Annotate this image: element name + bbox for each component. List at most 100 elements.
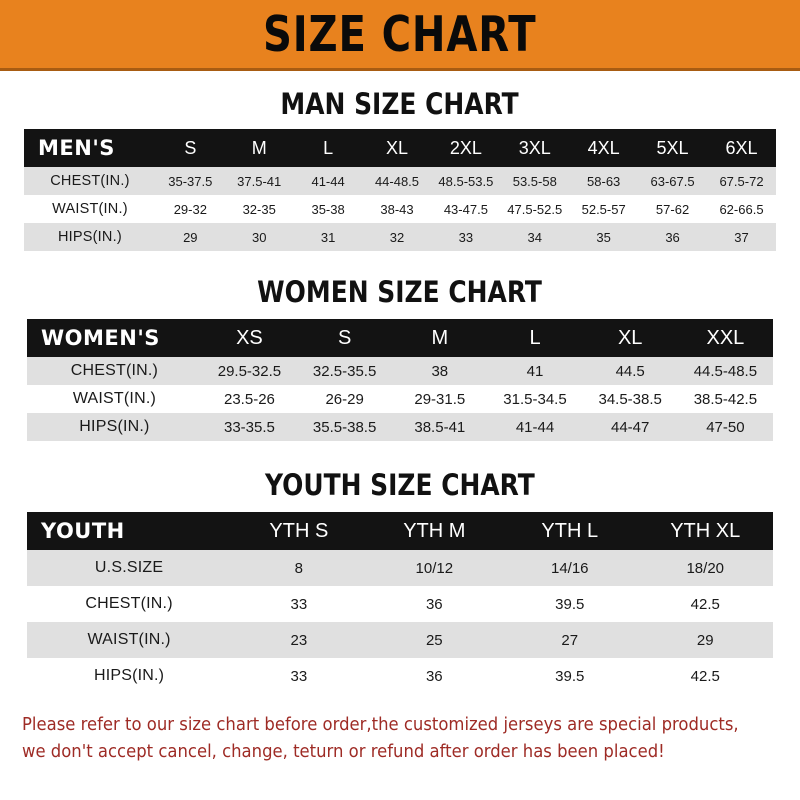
youth-row-label: HIPS(IN.): [27, 658, 232, 694]
women-cell: 29.5-32.5: [201, 357, 298, 385]
women-row-label: CHEST(IN.): [27, 357, 202, 385]
women-row-label: WAIST(IN.): [27, 385, 202, 413]
men-cell: 36: [638, 223, 707, 251]
men-cell: 67.5-72: [707, 167, 776, 195]
women-cell: 29-31.5: [392, 385, 488, 413]
youth-cell: 33: [231, 658, 367, 694]
table-row: CHEST(IN.) 35-37.5 37.5-41 41-44 44-48.5 48.5…: [24, 167, 776, 195]
men-cell: 34: [500, 223, 570, 251]
women-cell: 47-50: [677, 413, 773, 441]
men-size-table-wrapper: MEN'S S M L XL 2XL 3XL 4XL 5XL 6XL CHEST(IN.) 35-…: [24, 129, 776, 251]
order-policy-notice: Please refer to our size chart before or…: [0, 712, 800, 766]
women-cell: 33-35.5: [201, 413, 298, 441]
youth-cell: 14/16: [502, 550, 638, 586]
men-table-head: MEN'S S M L XL 2XL 3XL 4XL 5XL 6XL: [24, 129, 776, 167]
women-size-table-wrapper: WOMEN'S XS S M L XL XXL CHEST(IN.) 29.5-32.5 32…: [27, 319, 773, 441]
youth-cell: 10/12: [366, 550, 503, 586]
order-policy-line-1: Please refer to our size chart before or…: [22, 715, 739, 735]
table-row: CHEST(IN.) 29.5-32.5 32.5-35.5 38 41 44.5 44.5…: [27, 357, 773, 385]
youth-cell: 42.5: [637, 586, 773, 622]
youth-row-label: U.S.SIZE: [27, 550, 232, 586]
women-table-body: CHEST(IN.) 29.5-32.5 32.5-35.5 38 41 44.5 44.5…: [27, 357, 773, 441]
men-cell: 32-35: [224, 195, 294, 223]
youth-cell: 27: [502, 622, 638, 658]
youth-cell: 29: [637, 622, 773, 658]
women-corner-label: WOMEN'S: [27, 319, 202, 357]
women-size-header-xs: XS: [201, 319, 298, 357]
men-cell: 47.5-52.5: [500, 195, 570, 223]
men-cell: 43-47.5: [431, 195, 501, 223]
women-size-header-l: L: [487, 319, 583, 357]
men-cell: 35: [569, 223, 639, 251]
men-cell: 38-43: [362, 195, 432, 223]
men-header-row: MEN'S S M L XL 2XL 3XL 4XL 5XL 6XL: [24, 129, 776, 167]
men-cell: 35-38: [293, 195, 363, 223]
women-cell: 44.5-48.5: [677, 357, 773, 385]
women-cell: 31.5-34.5: [487, 385, 583, 413]
men-size-header-3xl: 3XL: [500, 129, 570, 167]
youth-size-table-wrapper: YOUTH YTH S YTH M YTH L YTH XL U.S.SIZE 8 10/…: [27, 512, 773, 694]
men-size-header-xl: XL: [362, 129, 432, 167]
youth-size-table: YOUTH YTH S YTH M YTH L YTH XL U.S.SIZE 8 10/…: [27, 512, 773, 694]
men-cell: 31: [293, 223, 363, 251]
table-row: WAIST(IN.) 23.5-26 26-29 29-31.5 31.5-34.5 34…: [27, 385, 773, 413]
men-row-label: WAIST(IN.): [24, 195, 156, 223]
women-section-heading-text: WOMEN SIZE CHART: [257, 275, 543, 309]
page-banner: SIZE CHART: [0, 0, 800, 71]
men-cell: 63-67.5: [638, 167, 707, 195]
page-title: SIZE CHART: [263, 5, 537, 63]
youth-cell: 39.5: [502, 586, 638, 622]
youth-table-body: U.S.SIZE 8 10/12 14/16 18/20 CHEST(IN.) 33 36 39…: [27, 550, 773, 694]
table-row: WAIST(IN.) 23 25 27 29: [27, 622, 773, 658]
youth-table-head: YOUTH YTH S YTH M YTH L YTH XL: [27, 512, 773, 550]
youth-cell: 33: [231, 586, 367, 622]
youth-cell: 36: [366, 586, 503, 622]
men-cell: 57-62: [638, 195, 707, 223]
men-cell: 62-66.5: [707, 195, 776, 223]
men-size-header-4xl: 4XL: [569, 129, 639, 167]
table-row: U.S.SIZE 8 10/12 14/16 18/20: [27, 550, 773, 586]
men-cell: 53.5-58: [500, 167, 570, 195]
women-cell: 41: [487, 357, 583, 385]
men-corner-label: MEN'S: [24, 129, 156, 167]
women-size-header-xxl: XXL: [677, 319, 773, 357]
men-size-header-l: L: [293, 129, 363, 167]
youth-size-header-yth-xl: YTH XL: [637, 512, 773, 550]
men-size-header-2xl: 2XL: [431, 129, 501, 167]
men-size-table: MEN'S S M L XL 2XL 3XL 4XL 5XL 6XL CHEST(IN.) 35-…: [24, 129, 776, 251]
youth-cell: 23: [231, 622, 367, 658]
women-cell: 38.5-41: [392, 413, 488, 441]
men-size-header-6xl: 6XL: [707, 129, 776, 167]
women-cell: 34.5-38.5: [582, 385, 678, 413]
men-cell: 37.5-41: [224, 167, 294, 195]
youth-section-heading-text: YOUTH SIZE CHART: [265, 468, 535, 502]
youth-row-label: CHEST(IN.): [27, 586, 232, 622]
order-policy-line-2: we don't accept cancel, change, teturn o…: [22, 742, 665, 763]
youth-cell: 39.5: [502, 658, 638, 694]
youth-cell: 36: [366, 658, 503, 694]
women-cell: 38: [392, 357, 488, 385]
men-section-heading-text: MAN SIZE CHART: [280, 87, 520, 121]
women-cell: 44.5: [582, 357, 678, 385]
men-size-header-m: M: [224, 129, 294, 167]
women-table-head: WOMEN'S XS S M L XL XXL: [27, 319, 773, 357]
men-cell: 37: [707, 223, 776, 251]
youth-cell: 25: [366, 622, 503, 658]
women-cell: 38.5-42.5: [677, 385, 773, 413]
women-size-header-m: M: [392, 319, 488, 357]
men-cell: 32: [362, 223, 432, 251]
women-size-header-xl: XL: [582, 319, 678, 357]
women-cell: 32.5-35.5: [297, 357, 393, 385]
youth-header-row: YOUTH YTH S YTH M YTH L YTH XL: [27, 512, 773, 550]
youth-section-heading: YOUTH SIZE CHART: [0, 471, 800, 500]
table-row: HIPS(IN.) 33-35.5 35.5-38.5 38.5-41 41-44 44-…: [27, 413, 773, 441]
youth-row-label: WAIST(IN.): [27, 622, 232, 658]
men-cell: 52.5-57: [569, 195, 639, 223]
women-cell: 35.5-38.5: [297, 413, 393, 441]
women-cell: 41-44: [487, 413, 583, 441]
women-header-row: WOMEN'S XS S M L XL XXL: [27, 319, 773, 357]
table-row: CHEST(IN.) 33 36 39.5 42.5: [27, 586, 773, 622]
men-cell: 33: [431, 223, 501, 251]
men-cell: 30: [224, 223, 294, 251]
